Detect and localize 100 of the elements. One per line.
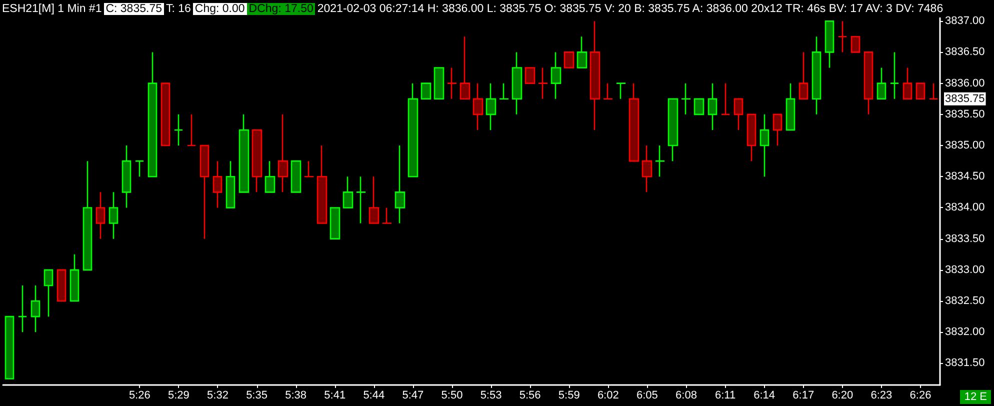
candlestick xyxy=(134,160,144,178)
x-tick-label: 6:05 xyxy=(636,390,658,402)
candlestick xyxy=(226,160,236,208)
candlestick xyxy=(122,144,132,208)
candlestick xyxy=(628,82,640,162)
chart-title: ESH21[M] 1 Min #1 xyxy=(1,3,103,15)
candlestick xyxy=(668,98,678,162)
candlestick xyxy=(654,144,666,178)
candlestick xyxy=(876,67,886,100)
candlestick xyxy=(4,316,14,380)
x-tick-label: 5:53 xyxy=(480,390,502,402)
x-tick-label: 5:32 xyxy=(207,390,228,402)
x-tick-label: 6:08 xyxy=(676,390,697,402)
text: C: 3835.75 xyxy=(104,3,164,15)
candlestick xyxy=(928,82,938,100)
x-tick-label: 5:41 xyxy=(324,390,346,402)
candlestick xyxy=(200,144,210,240)
x-tick-label: 5:50 xyxy=(441,390,463,402)
candlestick xyxy=(902,67,912,100)
candlestick xyxy=(538,67,548,100)
x-tick-label: 5:38 xyxy=(285,390,307,402)
candlestick xyxy=(186,114,196,146)
y-tick-label: 3835.00 xyxy=(945,140,985,152)
candlestick xyxy=(720,82,730,116)
candlestick xyxy=(252,129,262,193)
x-tick-label: 6:11 xyxy=(714,390,736,402)
candlestick xyxy=(616,82,626,100)
candlestick xyxy=(772,114,782,146)
x-tick-label: 6:02 xyxy=(597,390,619,402)
y-tick-label: 3835.50 xyxy=(945,108,985,120)
y-tick-label: 3832.00 xyxy=(945,326,985,338)
candlestick xyxy=(460,36,470,100)
candlestick xyxy=(786,82,796,131)
x-tick-label: 6:23 xyxy=(870,390,892,402)
candlestick xyxy=(278,114,288,193)
candlestick xyxy=(356,176,366,224)
candlestick xyxy=(96,192,106,240)
y-tick-label: 3834.00 xyxy=(945,202,985,214)
y-tick-label: 3836.50 xyxy=(945,46,985,58)
y-tick-label: 3833.00 xyxy=(945,264,985,276)
candlestick xyxy=(564,52,574,68)
candlestick xyxy=(472,82,484,131)
candlestick xyxy=(734,98,744,131)
candlestick xyxy=(30,284,40,333)
candlestick xyxy=(330,207,340,240)
candlestick xyxy=(44,269,54,318)
x-tick-label: 6:20 xyxy=(832,390,854,402)
y-tick-label: 3833.50 xyxy=(945,232,985,245)
candlestick xyxy=(56,269,66,302)
candlestick xyxy=(708,82,718,131)
candlestick xyxy=(576,36,588,68)
text: 3835.75 xyxy=(945,92,985,105)
candlestick xyxy=(342,176,354,208)
candlestick xyxy=(798,52,808,100)
candlestick xyxy=(160,82,170,146)
y-tick-label: 3834.50 xyxy=(945,170,985,183)
candlestick xyxy=(264,160,276,193)
candlestick xyxy=(70,254,80,302)
candlestick xyxy=(524,67,536,84)
candlestick xyxy=(602,82,614,100)
x-tick-label: 6:17 xyxy=(792,390,814,402)
text: Chg: 0.00 xyxy=(192,3,247,15)
candlestick xyxy=(368,176,380,224)
candlestick xyxy=(408,82,418,178)
candlestick xyxy=(864,52,874,116)
candlestick xyxy=(512,52,522,116)
x-tick-label: 5:29 xyxy=(168,390,190,402)
candlestick xyxy=(446,67,458,100)
text: DChg: 17.50 xyxy=(246,3,316,15)
candlestick xyxy=(394,144,406,224)
candlestick xyxy=(382,207,392,224)
candlestick xyxy=(18,284,28,333)
text: 2021-02-03 06:27:14 H: 3836.00 L: 3835.75 O: 3835.75 V: 20 B: 3835.75 A: 3836.00 20x12 TR: 46s BV: 17 AV: 3 DV: 7486 xyxy=(316,3,944,15)
x-tick-label: 5:59 xyxy=(558,390,580,402)
x-tick-label: 5:35 xyxy=(246,390,268,402)
x-tick-label: 5:26 xyxy=(128,390,150,402)
candlestick xyxy=(680,82,692,116)
text: T: 16 xyxy=(164,3,192,15)
x-tick-label: 5:44 xyxy=(363,390,385,402)
candlestick xyxy=(108,192,118,240)
candlestick xyxy=(838,20,848,53)
x-tick-label: 6:26 xyxy=(910,390,932,402)
x-tick-label: 5:47 xyxy=(402,390,424,402)
y-tick-label: 3836.00 xyxy=(945,77,985,90)
candlestick xyxy=(148,52,158,178)
candlestick xyxy=(498,82,510,100)
candlestick xyxy=(890,52,900,100)
candlestick xyxy=(420,82,432,100)
y-tick-label: 3831.50 xyxy=(945,357,985,370)
x-tick-label: 6:14 xyxy=(754,390,776,402)
candlestick xyxy=(434,67,444,100)
y-tick-label: 3837.00 xyxy=(945,15,985,28)
candlestick xyxy=(824,20,834,68)
candlestick xyxy=(238,114,250,193)
candlestick xyxy=(850,36,860,53)
candlestick xyxy=(212,160,222,208)
candlestick xyxy=(304,160,314,178)
candlestick xyxy=(174,114,184,146)
candlestick xyxy=(590,20,600,131)
candlestick xyxy=(812,36,822,116)
